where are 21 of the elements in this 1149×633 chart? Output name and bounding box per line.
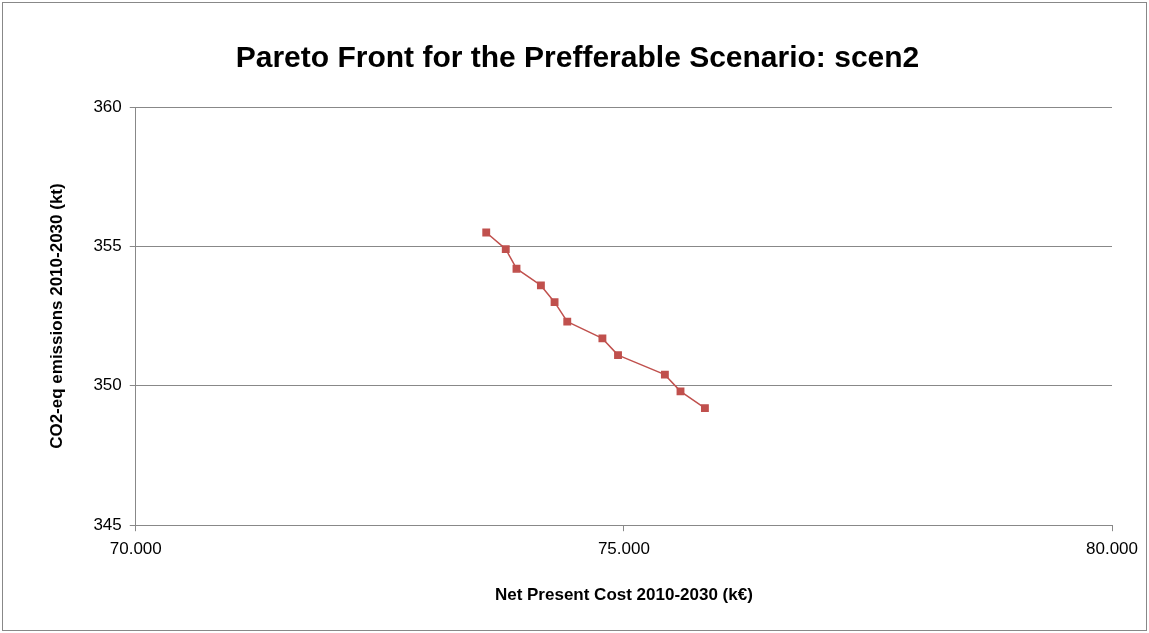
y-tick-label: 345 bbox=[93, 514, 122, 534]
point bbox=[501, 245, 510, 254]
y-axis-title: CO2-eq emissions 2010-2030 (kt) bbox=[46, 183, 66, 449]
chart-title: Pareto Front for the Prefferable Scenario: scen2 bbox=[235, 40, 920, 74]
point bbox=[536, 281, 545, 290]
x-tick-label: 70.000 bbox=[109, 539, 162, 559]
point bbox=[614, 351, 622, 360]
x-tick-label: 80.000 bbox=[1086, 539, 1138, 559]
y-tick-label: 355 bbox=[93, 236, 122, 256]
y-tick-label: 360 bbox=[93, 96, 122, 116]
point bbox=[676, 387, 685, 396]
point bbox=[598, 334, 607, 343]
point bbox=[563, 317, 572, 326]
point bbox=[700, 404, 709, 413]
x-tick-label: 75.000 bbox=[597, 539, 650, 559]
point bbox=[550, 298, 559, 307]
y-tick-label: 350 bbox=[93, 375, 122, 395]
x-axis-title: Net Present Cost 2010-2030 (k€) bbox=[494, 585, 753, 605]
point bbox=[482, 228, 491, 237]
point bbox=[512, 264, 521, 273]
point bbox=[660, 370, 669, 379]
